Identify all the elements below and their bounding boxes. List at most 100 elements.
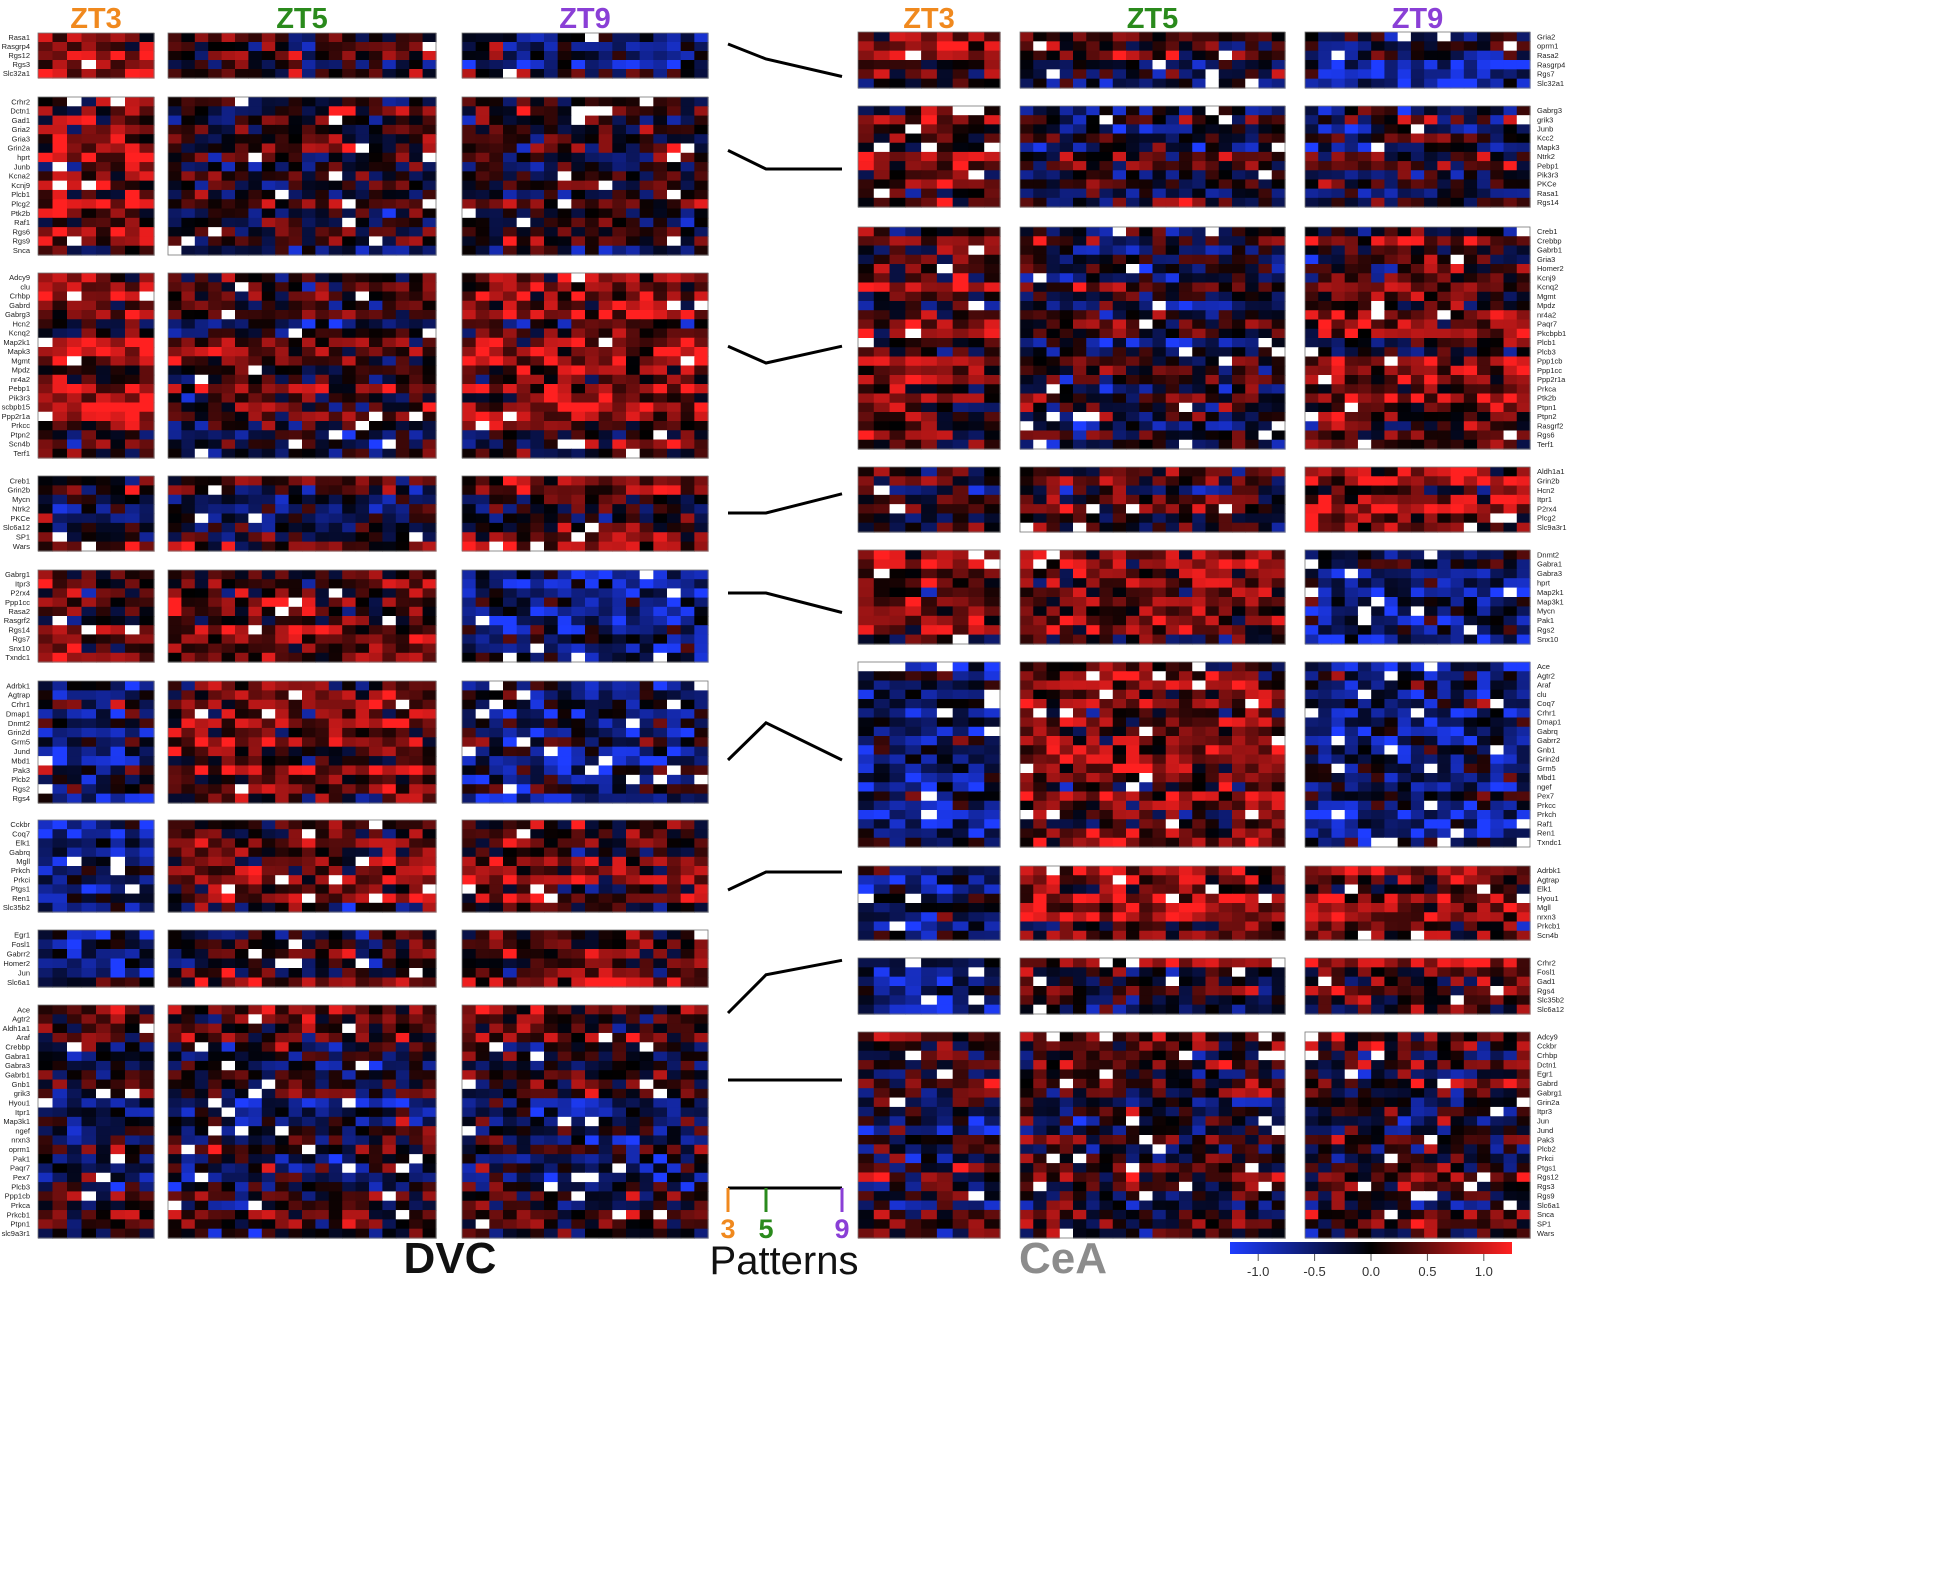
heatmap-cell — [503, 949, 518, 960]
heatmap-cell — [462, 347, 477, 357]
heatmap-cell — [139, 42, 155, 52]
heatmap-cell — [544, 1023, 559, 1034]
heatmap-cell — [639, 1032, 654, 1043]
heatmap-cell — [557, 643, 572, 654]
heatmap-cell — [67, 681, 83, 691]
heatmap-cell — [221, 820, 236, 830]
heatmap-cell — [639, 875, 654, 885]
heatmap-cell — [208, 884, 223, 895]
heatmap-cell — [462, 1014, 477, 1025]
heatmap-cell — [315, 616, 330, 626]
heatmap-cell — [571, 236, 586, 247]
heatmap-cell — [530, 597, 545, 608]
heatmap-cell — [315, 625, 330, 635]
heatmap-cell — [288, 180, 303, 191]
heatmap-cell — [530, 384, 545, 394]
heatmap-cell — [571, 606, 586, 617]
heatmap-cell — [342, 494, 357, 505]
heatmap-cell — [96, 374, 112, 385]
heatmap-cell — [208, 681, 223, 691]
heatmap-cell — [544, 939, 559, 950]
heatmap-cell — [110, 143, 126, 154]
heatmap-cell — [248, 319, 263, 330]
heatmap-cell — [503, 856, 518, 867]
heatmap-cell — [96, 1144, 112, 1155]
heatmap-cell — [67, 793, 83, 804]
heatmap-cell — [139, 152, 155, 163]
heatmap-cell — [462, 106, 477, 117]
heatmap-cell — [530, 756, 545, 767]
heatmap-cell — [168, 1088, 182, 1099]
heatmap-cell — [208, 820, 223, 830]
heatmap-cell — [653, 134, 668, 145]
heatmap-cell — [626, 746, 641, 757]
heatmap-cell — [462, 968, 477, 979]
heatmap-cell — [168, 1023, 182, 1034]
heatmap-cell — [409, 1088, 424, 1099]
heatmap-cell — [139, 727, 155, 738]
heatmap-cell — [503, 365, 518, 376]
heatmap-cell — [52, 60, 68, 70]
heatmap-cell — [38, 300, 54, 311]
heatmap-cell — [221, 1051, 236, 1062]
heatmap-cell — [694, 737, 709, 748]
heatmap-cell — [67, 421, 83, 431]
heatmap-cell — [544, 977, 559, 988]
heatmap-cell — [694, 968, 709, 979]
heatmap-cell — [315, 746, 330, 757]
heatmap-cell — [626, 365, 641, 376]
heatmap-cell — [369, 774, 383, 785]
heatmap-cell — [530, 1023, 545, 1034]
heatmap-cell — [81, 1144, 97, 1155]
heatmap-cell — [516, 541, 531, 552]
heatmap-cell — [181, 356, 196, 367]
heatmap-cell — [125, 709, 141, 720]
heatmap-cell — [626, 319, 641, 330]
heatmap-cell — [612, 291, 627, 302]
heatmap-cell — [275, 384, 290, 394]
heatmap-cell — [315, 411, 330, 422]
heatmap-cell — [694, 977, 709, 988]
heatmap-cell — [395, 579, 410, 589]
heatmap-cell — [208, 1172, 223, 1183]
heatmap-cell — [221, 402, 236, 413]
heatmap-cell — [355, 570, 370, 580]
heatmap-cell — [342, 866, 357, 876]
gene-label: Mpdz — [12, 366, 31, 375]
heatmap-cell — [38, 579, 54, 589]
heatmap-cell — [342, 541, 357, 552]
heatmap-cell — [544, 570, 559, 580]
heatmap-cell — [489, 1005, 504, 1015]
heatmap-cell — [315, 1060, 330, 1071]
heatmap-cell — [489, 847, 504, 858]
heatmap-cell — [67, 939, 83, 950]
heatmap-cell — [125, 699, 141, 710]
heatmap-cell — [328, 273, 343, 283]
heatmap-cell — [208, 328, 223, 339]
heatmap-cell — [382, 737, 397, 748]
heatmap-cell — [462, 152, 477, 163]
heatmap-cell — [680, 513, 695, 524]
heatmap-cell — [302, 106, 316, 117]
heatmap-cell — [315, 1200, 330, 1211]
heatmap-cell — [544, 171, 559, 182]
heatmap-cell — [52, 291, 68, 302]
heatmap-cell — [680, 522, 695, 533]
heatmap-cell — [571, 356, 586, 367]
heatmap-cell — [395, 494, 410, 505]
heatmap-cell — [194, 365, 209, 376]
heatmap-cell — [382, 893, 397, 904]
heatmap-cell — [181, 579, 196, 589]
heatmap-cell — [328, 106, 343, 117]
heatmap-cell — [302, 746, 316, 757]
heatmap-cell — [110, 291, 126, 302]
heatmap-cell — [342, 199, 357, 210]
heatmap-cell — [275, 1172, 290, 1183]
heatmap-cell — [288, 1116, 303, 1127]
heatmap-cell — [261, 421, 276, 431]
heatmap-cell — [221, 189, 236, 200]
heatmap-cell — [38, 1191, 54, 1202]
heatmap-cell — [694, 245, 709, 256]
heatmap-cell — [422, 1191, 437, 1202]
heatmap-cell — [571, 829, 586, 839]
